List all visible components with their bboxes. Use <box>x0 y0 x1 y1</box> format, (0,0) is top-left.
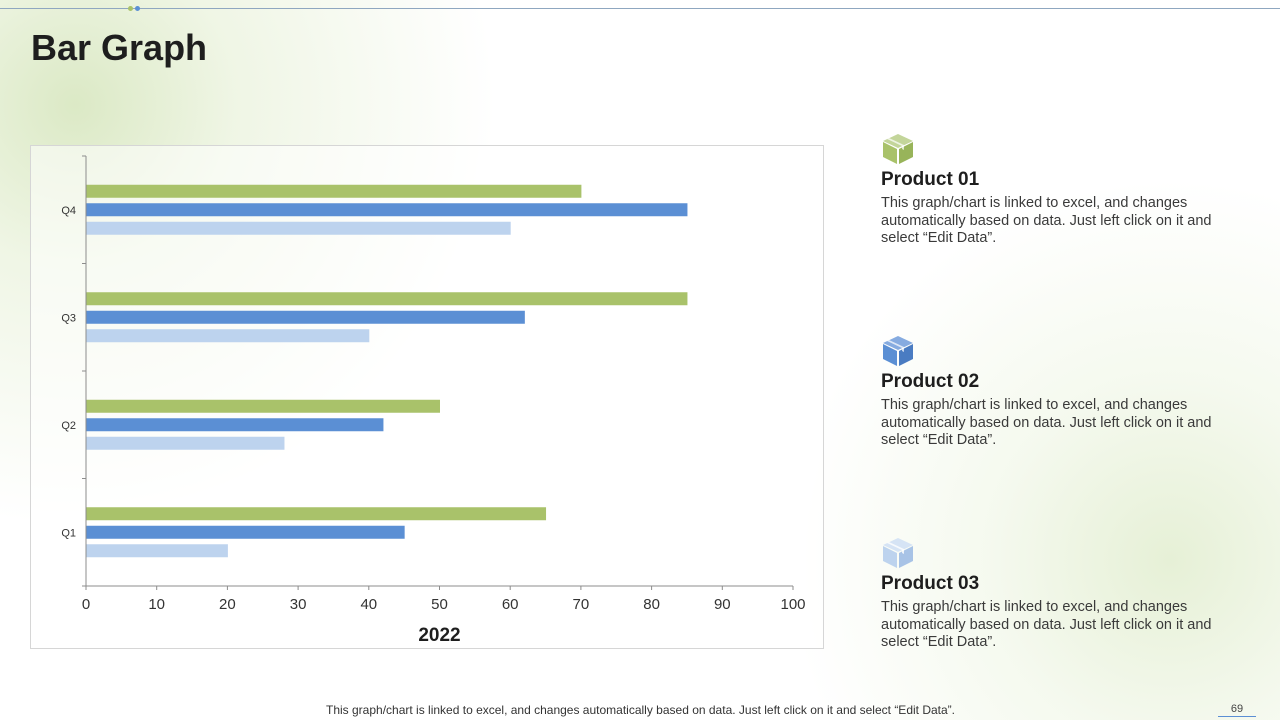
product-01-description: This graph/chart is linked to excel, and… <box>881 195 1212 246</box>
bar-q2-series-2 <box>86 418 384 432</box>
box-icon <box>883 538 913 568</box>
product-01-block: Product 01 This graph/chart is linked to… <box>881 132 1241 248</box>
box-icon <box>883 134 913 164</box>
bar-q1-series-3 <box>86 544 228 558</box>
bar-q1-series-2 <box>86 525 405 539</box>
bar-chart[interactable]: Q1 Q2 Q3 Q4 0 10 20 30 40 50 60 70 80 90 100 2022 <box>31 146 823 648</box>
x-tick-label: 90 <box>714 596 731 613</box>
product-02-description: This graph/chart is linked to excel, and… <box>881 397 1212 448</box>
bar-q2-series-3 <box>86 436 285 450</box>
bar-q4-series-1 <box>86 184 582 198</box>
x-tick-label: 10 <box>148 596 165 613</box>
bar-chart-container[interactable]: Q1 Q2 Q3 Q4 0 10 20 30 40 50 60 70 80 90 100 2022 <box>30 145 824 649</box>
y-tick-label: Q1 <box>61 527 76 539</box>
bar-q4-series-2 <box>86 203 688 217</box>
x-tick-label: 60 <box>502 596 519 613</box>
x-axis-title: 2022 <box>418 625 460 646</box>
box-icon-tape <box>887 340 904 352</box>
box-icon <box>883 336 913 366</box>
box-icon-tape <box>887 542 904 554</box>
x-tick-label: 0 <box>82 596 90 613</box>
x-tick-label: 40 <box>360 596 377 613</box>
box-icon-top <box>883 134 913 148</box>
x-tick-label: 70 <box>573 596 590 613</box>
bar-q3-series-2 <box>86 310 525 324</box>
top-accent-dot <box>135 6 140 11</box>
y-tick-label: Q3 <box>61 312 76 324</box>
top-accent-dot <box>128 6 133 11</box>
product-03-block: Product 03 This graph/chart is linked to… <box>881 536 1241 652</box>
bar-q3-series-1 <box>86 292 688 306</box>
y-tick-label: Q2 <box>61 420 76 432</box>
product-01-title: Product 01 <box>881 169 980 190</box>
box-icon-left <box>883 546 897 568</box>
y-tick-label: Q4 <box>61 205 76 217</box>
box-icon-left <box>883 142 897 164</box>
x-tick-label: 100 <box>780 596 805 613</box>
product-03-title: Product 03 <box>881 573 980 594</box>
x-tick-label: 80 <box>643 596 660 613</box>
x-tick-label: 30 <box>290 596 307 613</box>
bar-q3-series-3 <box>86 329 370 343</box>
top-divider-line <box>0 8 1280 9</box>
x-tick-label: 50 <box>431 596 448 613</box>
product-02-title: Product 02 <box>881 371 980 392</box>
page-title: Bar Graph <box>31 27 208 68</box>
bar-q1-series-1 <box>86 507 547 521</box>
box-icon-tape <box>887 138 904 150</box>
box-icon-left <box>883 344 897 366</box>
x-tick-label: 20 <box>219 596 236 613</box>
box-icon-top <box>883 336 913 350</box>
product-02-block: Product 02 This graph/chart is linked to… <box>881 334 1241 450</box>
product-03-description: This graph/chart is linked to excel, and… <box>881 599 1212 650</box>
page-number: 69 <box>1218 703 1256 717</box>
bar-q4-series-3 <box>86 221 511 235</box>
footer-note: This graph/chart is linked to excel, and… <box>326 703 955 717</box>
bar-q2-series-1 <box>86 399 440 413</box>
box-icon-top <box>883 538 913 552</box>
